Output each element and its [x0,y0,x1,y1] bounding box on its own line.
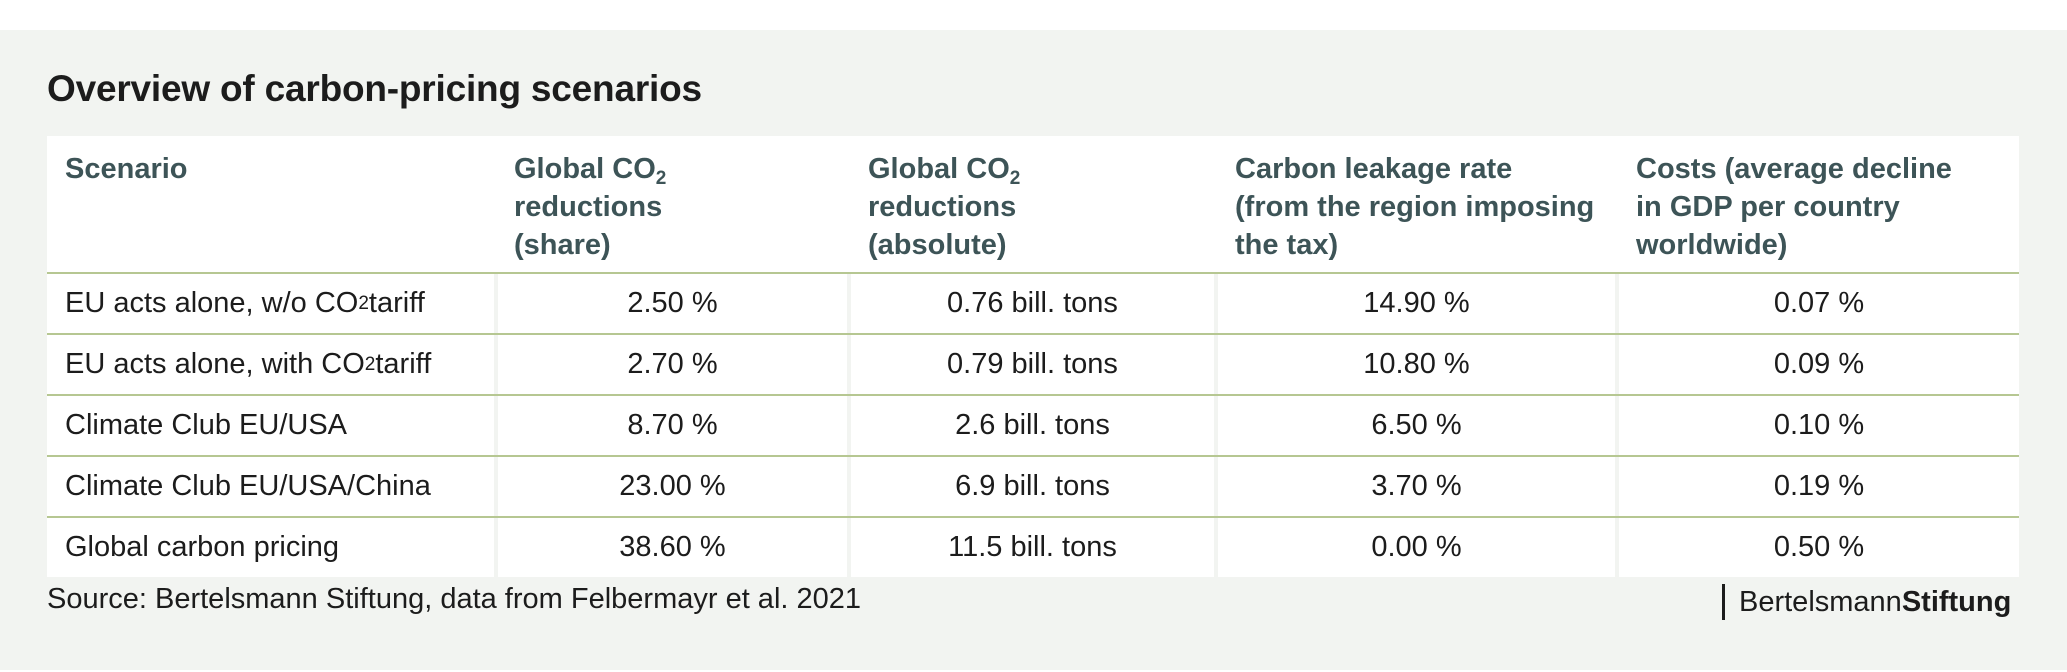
cell-scenario: Climate Club EU/USA/China [47,457,494,516]
header-line: Costs (average decline [1636,153,1952,185]
logo-text-regular: Bertelsmann [1739,585,1902,618]
table-row: EU acts alone, w/o CO 2 tariff 2.50 % 0.7… [47,274,2019,335]
cell-scenario: Global carbon pricing [47,518,494,577]
table-row: Global carbon pricing 38.60 % 11.5 bill.… [47,518,2019,577]
header-scenario: Scenario [65,150,188,188]
header-line: in GDP per country [1636,191,1900,223]
header-line: the tax) [1235,229,1339,261]
source-note: Source: Bertelsmann Stiftung, data from … [47,583,862,615]
header-line: Global CO2 [868,153,1021,189]
cell-share: 8.70 % [498,396,847,455]
cell-scenario: Climate Club EU/USA [47,396,494,455]
header-absolute: Global CO2 reductions (absolute) [868,150,1020,264]
cell-leakage: 10.80 % [1218,335,1615,394]
logo-text-bold: Stiftung [1901,585,2012,618]
cell-absolute: 2.6 bill. tons [851,396,1214,455]
cell-costs: 0.50 % [1619,518,2019,577]
header-line: (from the region imposing [1235,191,1595,223]
cell-absolute: 6.9 bill. tons [851,457,1214,516]
cell-costs: 0.09 % [1619,335,2019,394]
cell-costs: 0.19 % [1619,457,2019,516]
scenario-table: Scenario Global CO2 reductions (share) G… [47,136,2019,577]
header-share: Global CO2 reductions (share) [514,150,666,264]
header-line: reductions [514,191,663,223]
cell-absolute: 0.76 bill. tons [851,274,1214,333]
header-line: Scenario [65,153,188,185]
cell-share: 2.50 % [498,274,847,333]
cell-leakage: 3.70 % [1218,457,1615,516]
cell-share: 23.00 % [498,457,847,516]
cell-scenario: EU acts alone, with CO 2 tariff [47,335,494,394]
table-row: Climate Club EU/USA 8.70 % 2.6 bill. ton… [47,396,2019,457]
cell-absolute: 11.5 bill. tons [851,518,1214,577]
header-line: reductions [868,191,1017,223]
table-row: Climate Club EU/USA/China 23.00 % 6.9 bi… [47,457,2019,518]
header-costs: Costs (average decline in GDP per countr… [1636,150,1952,264]
cell-absolute: 0.79 bill. tons [851,335,1214,394]
cell-leakage: 0.00 % [1218,518,1615,577]
table-header-row: Scenario Global CO2 reductions (share) G… [47,136,2019,274]
header-line: worldwide) [1636,229,1788,261]
logo-bar [1722,584,1725,620]
cell-costs: 0.10 % [1619,396,2019,455]
header-leakage: Carbon leakage rate (from the region imp… [1235,150,1594,264]
cell-scenario: EU acts alone, w/o CO 2 tariff [47,274,494,333]
header-line: (share) [514,229,611,261]
cell-share: 2.70 % [498,335,847,394]
header-line: (absolute) [868,229,1007,261]
header-line: Carbon leakage rate [1235,153,1513,185]
cell-share: 38.60 % [498,518,847,577]
header-line: Global CO2 [514,153,667,189]
bertelsmann-logo: Bertelsmann Stiftung [1722,584,2011,620]
table-row: EU acts alone, with CO 2 tariff 2.70 % 0.… [47,335,2019,396]
page-title: Overview of carbon-pricing scenarios [47,68,702,109]
cell-leakage: 14.90 % [1218,274,1615,333]
cell-leakage: 6.50 % [1218,396,1615,455]
cell-costs: 0.07 % [1619,274,2019,333]
